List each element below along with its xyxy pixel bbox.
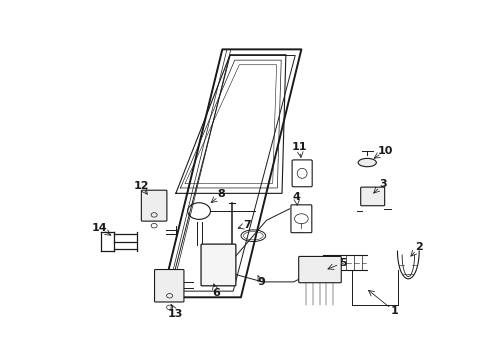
Text: 3: 3	[378, 179, 386, 189]
Text: 5: 5	[339, 258, 346, 267]
Text: 1: 1	[390, 306, 397, 316]
FancyBboxPatch shape	[154, 270, 183, 302]
Text: 13: 13	[168, 309, 183, 319]
Text: 11: 11	[291, 142, 307, 152]
Text: 14: 14	[92, 223, 107, 233]
Text: 6: 6	[212, 288, 220, 298]
Text: 4: 4	[292, 192, 300, 202]
Text: 2: 2	[414, 242, 422, 252]
FancyBboxPatch shape	[141, 190, 166, 221]
Text: 8: 8	[217, 189, 225, 199]
Text: 9: 9	[257, 277, 264, 287]
FancyBboxPatch shape	[298, 256, 341, 283]
Text: 7: 7	[243, 220, 250, 230]
Text: 12: 12	[133, 181, 148, 191]
Text: 10: 10	[377, 146, 392, 156]
Ellipse shape	[357, 158, 376, 167]
FancyBboxPatch shape	[360, 187, 384, 206]
FancyBboxPatch shape	[201, 244, 235, 286]
